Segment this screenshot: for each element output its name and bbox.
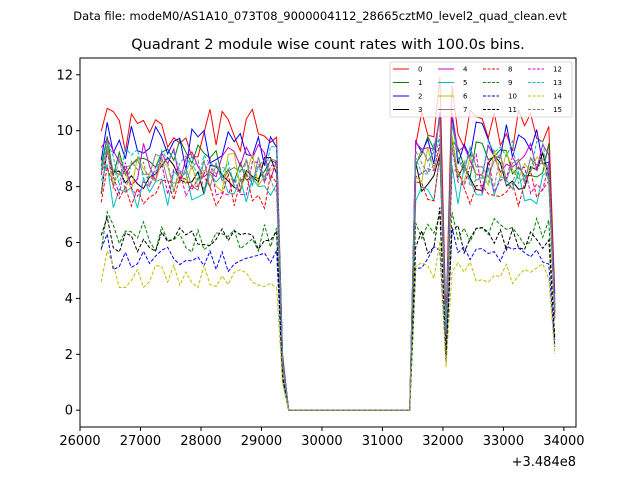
- y-tick-label: 10: [56, 124, 73, 139]
- series-layer: [100, 76, 556, 411]
- x-tick-label: 34000: [543, 434, 584, 449]
- x-tick-label: 29000: [241, 434, 282, 449]
- legend-frame: [389, 61, 573, 118]
- x-tick-label: 30000: [301, 434, 342, 449]
- x-tick-label: 33000: [483, 434, 524, 449]
- x-tick-label: 31000: [362, 434, 403, 449]
- x-tick-label: 26000: [59, 434, 100, 449]
- legend-label-10: 10: [508, 93, 517, 101]
- legend-label-6: 6: [463, 93, 468, 101]
- plot-area: [79, 57, 577, 428]
- chart-title: Quadrant 2 module wise count rates with …: [131, 37, 525, 53]
- y-axis: 0 2 4 6 8 10 12: [56, 68, 80, 419]
- legend-label-9: 9: [508, 79, 512, 87]
- legend-label-7: 7: [463, 106, 467, 114]
- y-tick-label: 8: [65, 180, 73, 195]
- x-axis: 26000 27000 28000 29000 30000 31000 32000 33000…: [59, 427, 585, 449]
- data-file-label: Data file: modeM0/AS1A10_073T08_90000041…: [73, 9, 567, 23]
- legend-label-8: 8: [508, 66, 512, 74]
- legend-label-1: 1: [418, 79, 422, 87]
- legend-label-0: 0: [418, 66, 422, 74]
- series-line-15: [100, 135, 556, 411]
- x-tick-label: 32000: [422, 434, 463, 449]
- legend-label-3: 3: [418, 106, 422, 114]
- y-tick-label: 4: [65, 292, 73, 307]
- y-tick-label: 2: [65, 348, 73, 363]
- y-tick-label: 6: [65, 236, 73, 251]
- series-line-14: [100, 241, 556, 411]
- y-tick-label: 12: [56, 68, 73, 83]
- x-tick-label: 28000: [180, 434, 221, 449]
- y-tick-label: 0: [65, 404, 73, 419]
- series-line-12: [100, 142, 556, 411]
- legend-label-4: 4: [463, 66, 468, 74]
- x-tick-label: 27000: [120, 434, 161, 449]
- legend-label-15: 15: [553, 106, 562, 114]
- legend-label-13: 13: [553, 79, 562, 87]
- legend-label-2: 2: [418, 93, 422, 101]
- legend-label-14: 14: [553, 93, 562, 101]
- legend-label-12: 12: [553, 66, 562, 74]
- legend-label-5: 5: [463, 79, 467, 87]
- x-offset-label: +3.484e8: [512, 455, 576, 470]
- legend-label-11: 11: [508, 106, 517, 114]
